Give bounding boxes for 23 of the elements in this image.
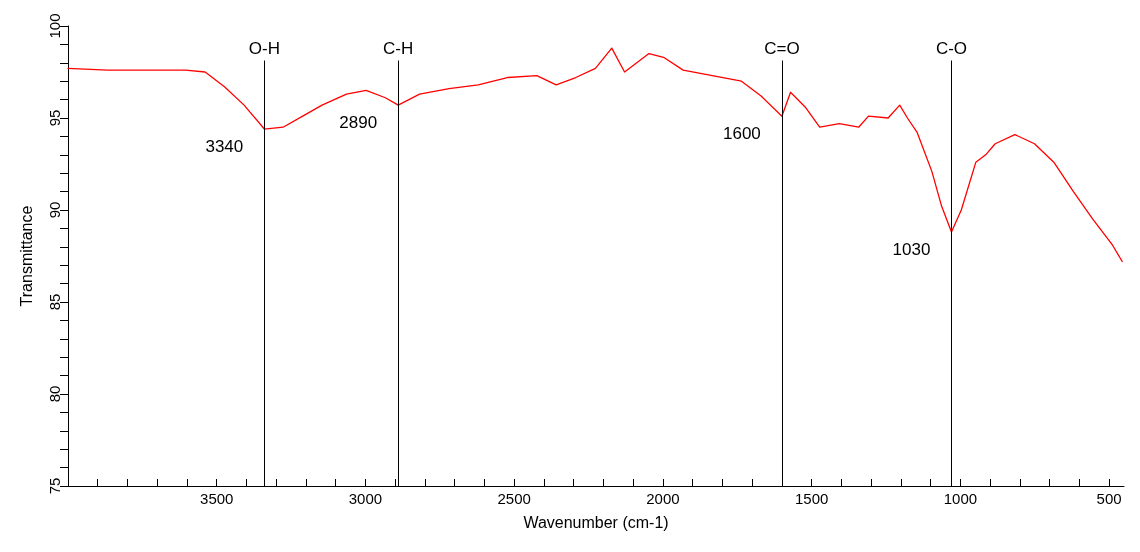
x-tick-label: 500 [1096,490,1122,507]
ref-line-label: C=O [764,38,800,58]
x-tick-label: 1000 [943,490,978,507]
x-tick-label: 3500 [200,490,234,507]
x-tick-label: 2500 [497,490,531,507]
y-axis-title: Transmittance [17,205,35,307]
y-tick-label: 85 [46,293,63,311]
y-tick-label: 90 [46,201,63,219]
annotation: 3340 [205,137,244,157]
annotation: 1600 [723,124,761,144]
y-tick-label: 80 [46,385,63,403]
ref-line-label: C-O [935,38,968,58]
x-tick-label: 3000 [348,490,383,507]
y-tick-label: 75 [46,477,63,495]
y-tick-label: 95 [46,109,63,127]
x-tick-label: 1500 [794,490,829,507]
annotation: 2890 [339,113,378,133]
annotation: 1030 [892,240,931,260]
ref-line-label: C-H [383,38,414,58]
y-tick-label: 100 [46,13,63,39]
x-axis-title: Wavenumber (cm-1) [523,513,669,531]
x-tick-label: 2000 [646,490,680,507]
ref-line-label: O-H [248,38,280,58]
